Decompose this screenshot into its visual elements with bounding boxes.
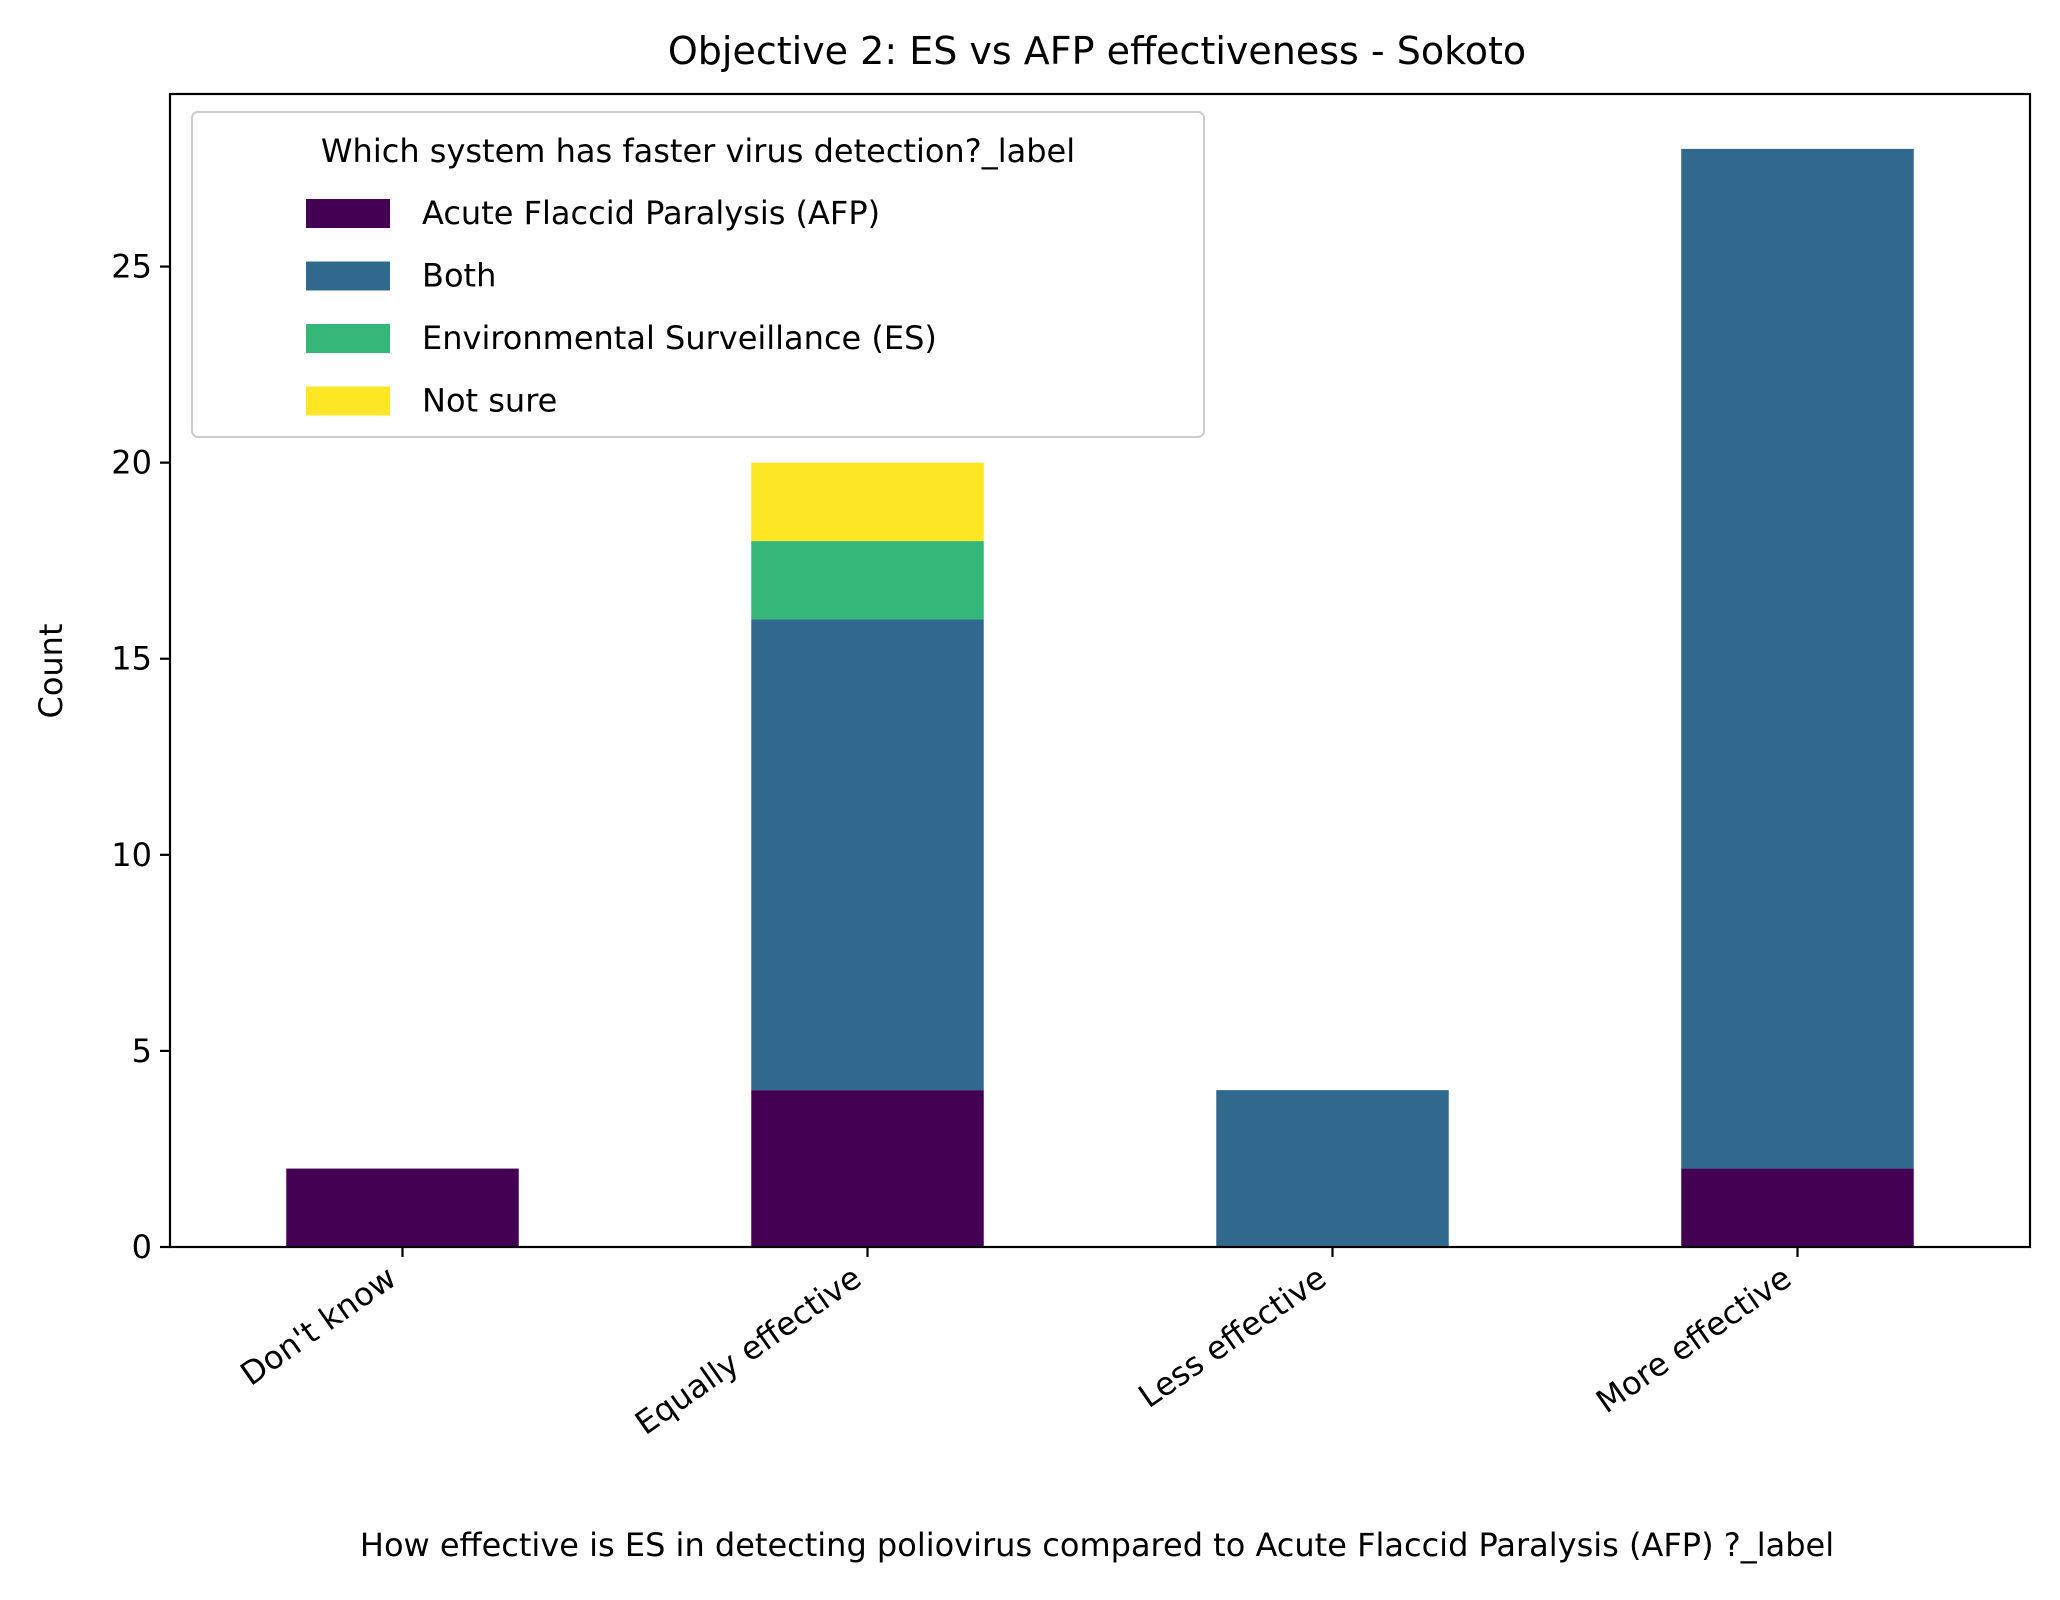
legend-swatch-acute-flaccid-paralysis-afp [306,199,390,228]
y-tick-label-0: 0 [132,1228,152,1266]
legend-title: Which system has faster virus detection?… [321,132,1075,170]
legend: Which system has faster virus detection?… [191,111,1205,438]
y-tick-label-5: 5 [132,1032,152,1070]
bar-equally-effective-both [751,619,984,1091]
bars-group [286,148,1914,1247]
legend-label-acute-flaccid-paralysis-afp: Acute Flaccid Paralysis (AFP) [422,194,880,232]
plot-frame [168,92,2032,1249]
y-axis: 0 5 10 15 20 25 [111,248,170,1266]
y-axis-label: Count [32,623,70,718]
legend-swatch-not-sure [306,386,390,416]
y-tick-label-10: 10 [111,836,152,874]
chart-title: Objective 2: ES vs AFP effectiveness - S… [668,29,1526,73]
bar-equally-effective-environmental-surveillance-es [751,541,984,620]
bar-equally-effective-acute-flaccid-paralysis-afp [751,1090,984,1247]
legend-swatch-environmental-surveillance-es [306,324,390,353]
y-tick-label-20: 20 [111,444,152,482]
legend-swatch-both [306,261,390,291]
legend-items: Acute Flaccid Paralysis (AFP) Both Environ… [306,194,937,420]
y-tick-label-15: 15 [111,640,152,678]
legend-label-environmental-surveillance-es: Environmental Surveillance (ES) [422,319,937,357]
bar-more-effective-both [1681,148,1914,1169]
bar-equally-effective-not-sure [751,462,984,542]
bar-more-effective-acute-flaccid-paralysis-afp [1681,1168,1914,1247]
bar-don-t-know-acute-flaccid-paralysis-afp [286,1168,519,1247]
legend-frame [191,111,1205,438]
bar-less-effective-both [1216,1090,1449,1247]
legend-label-both: Both [422,257,496,295]
y-tick-label-25: 25 [111,248,152,286]
legend-label-not-sure: Not sure [422,382,557,420]
x-axis-label: How effective is ES in detecting poliovi… [360,1526,1834,1564]
